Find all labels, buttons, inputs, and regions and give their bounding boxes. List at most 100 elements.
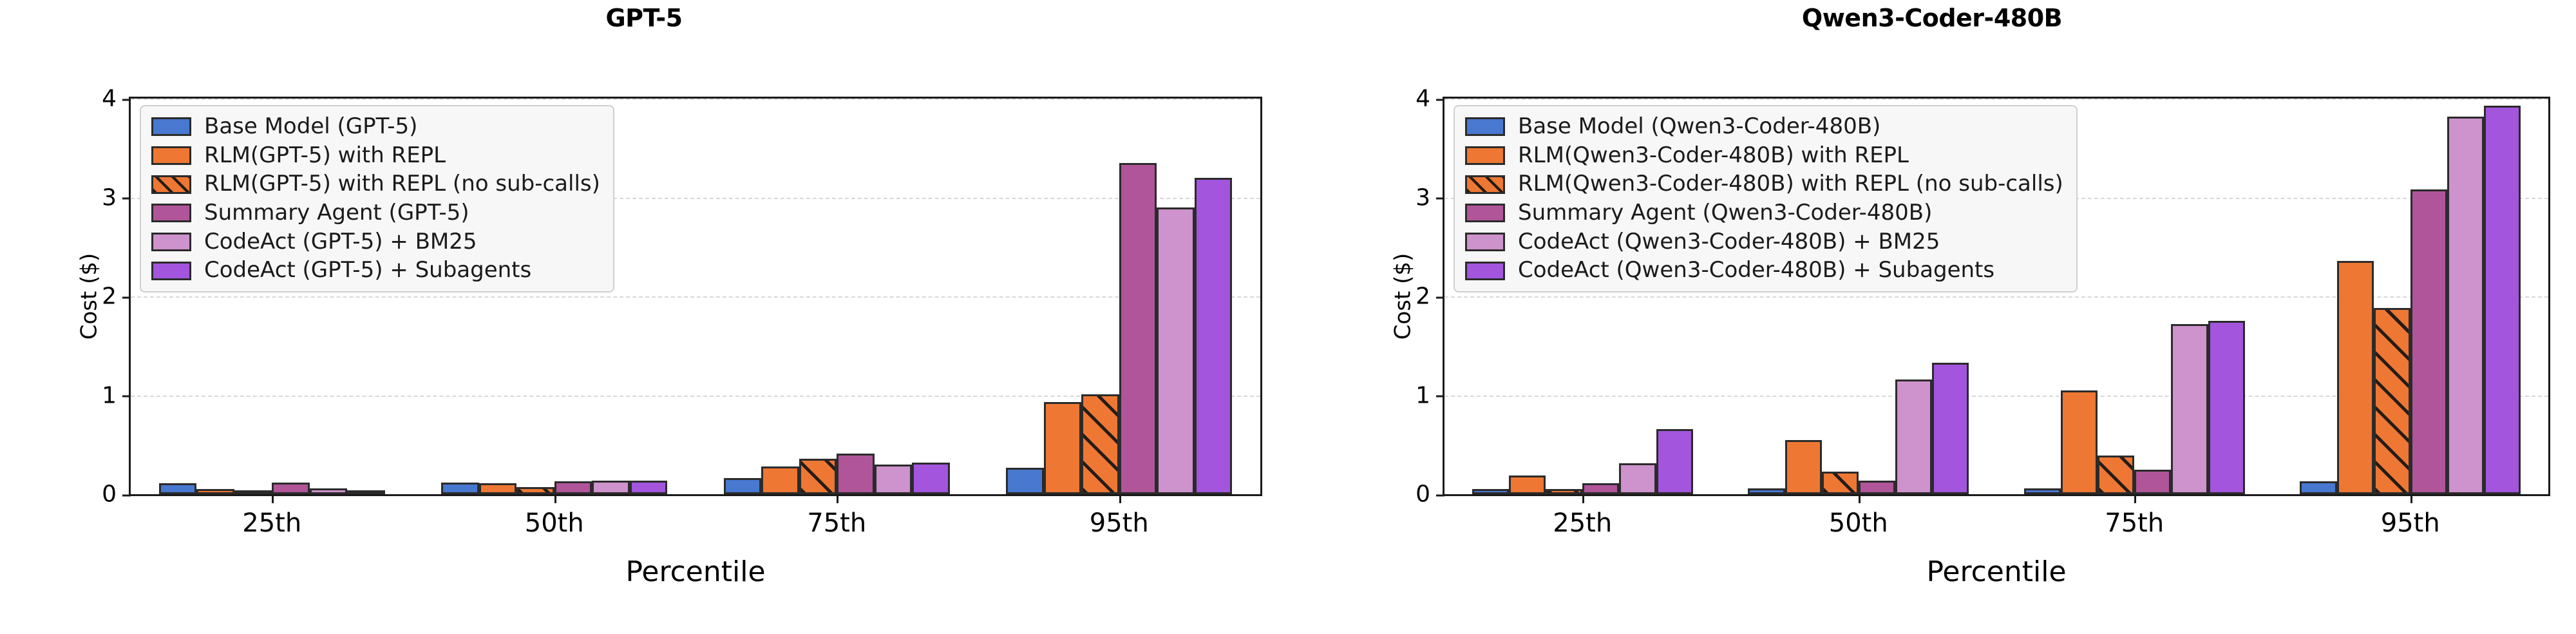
gridline	[131, 395, 1260, 397]
bar-group-75th: 75th	[696, 99, 978, 538]
bar-group-25th: 25th	[1444, 99, 1721, 538]
bar-50th-series-1[interactable]	[1785, 439, 1822, 494]
bar-75th-series-4[interactable]	[2171, 323, 2208, 494]
legend-item-0[interactable]: Base Model (GPT-5)	[151, 115, 600, 139]
bar-50th-series-2[interactable]	[516, 487, 554, 494]
bar-75th-series-0[interactable]	[2023, 488, 2061, 494]
gridline	[1444, 296, 2548, 298]
gridline	[131, 197, 1260, 199]
legend-item-5[interactable]: CodeAct (GPT-5) + Subagents	[151, 259, 600, 282]
plot-area-qwen3: 0 1 2 3 4 Cost ($) 25th 50th 75th 95th Base Model …	[1390, 86, 2550, 538]
legend-item-4[interactable]: CodeAct (Qwen3-Coder-480B) + BM25	[1465, 228, 2063, 255]
bar-25th-series-4[interactable]	[309, 488, 348, 494]
bar-50th-series-5[interactable]	[629, 480, 668, 494]
bar-50th-series-1[interactable]	[478, 483, 517, 494]
legend-item-3[interactable]: Summary Agent (Qwen3-Coder-480B)	[1465, 200, 2063, 226]
chart-panel-qwen3: Qwen3-Coder-480B 0 1 2 3 4 Cost ($) 25th 50th 75…	[1288, 0, 2576, 634]
legend-swatch-icon-3	[1465, 204, 1505, 223]
legend-label-5: CodeAct (GPT-5) + Subagents	[204, 257, 532, 283]
bar-75th-series-3[interactable]	[2134, 469, 2172, 494]
bar-50th-series-2[interactable]	[1821, 471, 1859, 494]
bar-75th-series-1[interactable]	[2061, 390, 2098, 494]
legend-swatch-icon-0	[1465, 117, 1505, 137]
bar-group-50th: 50th	[1721, 99, 1997, 538]
x-axis-tick-label-50th: 50th	[1828, 508, 1888, 538]
legend-swatch-icon-5	[151, 261, 191, 280]
y-axis-tick-1: 1	[1416, 382, 1444, 408]
bar-95th-series-0[interactable]	[2300, 481, 2337, 494]
bar-95th-series-4[interactable]	[1157, 207, 1195, 494]
bar-75th-series-2[interactable]	[2098, 456, 2135, 494]
bar-95th-series-5[interactable]	[2484, 105, 2521, 494]
y-axis-tick-4: 4	[1416, 86, 1444, 112]
bar-95th-series-3[interactable]	[2410, 189, 2447, 494]
bar-50th-series-4[interactable]	[1895, 379, 1932, 494]
bar-75th-series-1[interactable]	[761, 466, 799, 494]
bar-75th-series-2[interactable]	[799, 458, 837, 494]
bar-25th-series-2[interactable]	[1546, 489, 1583, 494]
legend-label-4: CodeAct (GPT-5) + BM25	[204, 228, 477, 255]
legend-item-4[interactable]: CodeAct (GPT-5) + BM25	[151, 228, 600, 255]
y-axis-tick-2: 2	[1416, 283, 1444, 310]
bar-50th-series-0[interactable]	[441, 482, 479, 494]
bar-50th-series-3[interactable]	[1858, 480, 1895, 494]
legend-item-0[interactable]: Base Model (Qwen3-Coder-480B)	[1465, 115, 2063, 139]
legend-qwen3: Base Model (Qwen3-Coder-480B) RLM(Qwen3-C…	[1454, 105, 2078, 293]
legend-label-3: Summary Agent (Qwen3-Coder-480B)	[1518, 200, 1933, 226]
bar-25th-series-0[interactable]	[1472, 489, 1509, 494]
legend-item-5[interactable]: CodeAct (Qwen3-Coder-480B) + Subagents	[1465, 259, 2063, 282]
bar-50th-series-0[interactable]	[1748, 488, 1785, 494]
x-axis-tick-mark-75th	[2134, 494, 2137, 503]
bar-95th-series-1[interactable]	[1043, 402, 1082, 494]
bar-95th-series-0[interactable]	[1006, 467, 1044, 494]
bar-25th-series-4[interactable]	[1619, 463, 1656, 494]
bar-95th-series-5[interactable]	[1194, 177, 1233, 494]
bar-50th-series-5[interactable]	[1932, 362, 1969, 494]
legend-swatch-icon-4	[1465, 233, 1505, 252]
bar-25th-series-5[interactable]	[1656, 428, 1693, 494]
legend-item-1[interactable]: RLM(Qwen3-Coder-480B) with REPL	[1465, 144, 2063, 168]
legend-item-2[interactable]: RLM(GPT-5) with REPL (no sub-calls)	[151, 173, 600, 196]
x-axis-tick-label-25th: 25th	[242, 508, 302, 538]
legend-label-2: RLM(GPT-5) with REPL (no sub-calls)	[204, 171, 600, 197]
y-axis-tick-1: 1	[102, 382, 131, 408]
bar-95th-series-4[interactable]	[2447, 116, 2484, 494]
bar-75th-series-5[interactable]	[2208, 321, 2245, 494]
bar-25th-series-3[interactable]	[1582, 483, 1620, 494]
y-axis-tick-0: 0	[1416, 481, 1444, 508]
bar-25th-series-3[interactable]	[272, 482, 310, 494]
y-axis-tick-3: 3	[102, 184, 131, 211]
x-axis-tick-label-75th: 75th	[2105, 508, 2164, 538]
bar-25th-series-0[interactable]	[158, 483, 197, 494]
bar-25th-series-5[interactable]	[347, 490, 385, 494]
bar-50th-series-3[interactable]	[554, 481, 592, 494]
y-axis-tick-3: 3	[1416, 184, 1444, 211]
legend-item-3[interactable]: Summary Agent (GPT-5)	[151, 200, 600, 226]
bar-25th-series-1[interactable]	[196, 489, 234, 494]
legend-swatch-icon-5	[1465, 261, 1505, 280]
bar-95th-series-1[interactable]	[2336, 260, 2374, 494]
bar-25th-series-1[interactable]	[1509, 475, 1546, 494]
bar-95th-series-3[interactable]	[1119, 162, 1157, 494]
legend-item-2[interactable]: RLM(Qwen3-Coder-480B) with REPL (no sub-…	[1465, 173, 2063, 196]
bar-50th-series-4[interactable]	[592, 480, 630, 494]
legend-item-1[interactable]: RLM(GPT-5) with REPL	[151, 144, 600, 168]
gridline	[1444, 99, 2548, 100]
legend-label-4: CodeAct (Qwen3-Coder-480B) + BM25	[1518, 228, 1940, 255]
legend-label-3: Summary Agent (GPT-5)	[204, 200, 469, 226]
x-axis-tick-label-75th: 75th	[807, 508, 867, 538]
bar-95th-series-2[interactable]	[1081, 394, 1119, 494]
bar-75th-series-5[interactable]	[912, 462, 950, 494]
bar-75th-series-0[interactable]	[723, 478, 762, 494]
legend-swatch-icon-4	[151, 233, 191, 252]
gridline	[131, 296, 1260, 298]
x-axis-tick-label-95th: 95th	[1089, 508, 1149, 538]
bar-group-95th: 95th	[2273, 99, 2549, 538]
plot-area-gpt5: 0 1 2 3 4 Cost ($) 25th 50th 75th 95th Base Model …	[76, 86, 1262, 538]
x-axis-tick-mark-25th	[1582, 494, 1585, 503]
bar-25th-series-2[interactable]	[234, 490, 272, 494]
bar-75th-series-3[interactable]	[837, 454, 875, 494]
bar-95th-series-2[interactable]	[2373, 308, 2410, 494]
legend-swatch-icon-3	[151, 204, 191, 223]
bar-75th-series-4[interactable]	[874, 464, 913, 494]
